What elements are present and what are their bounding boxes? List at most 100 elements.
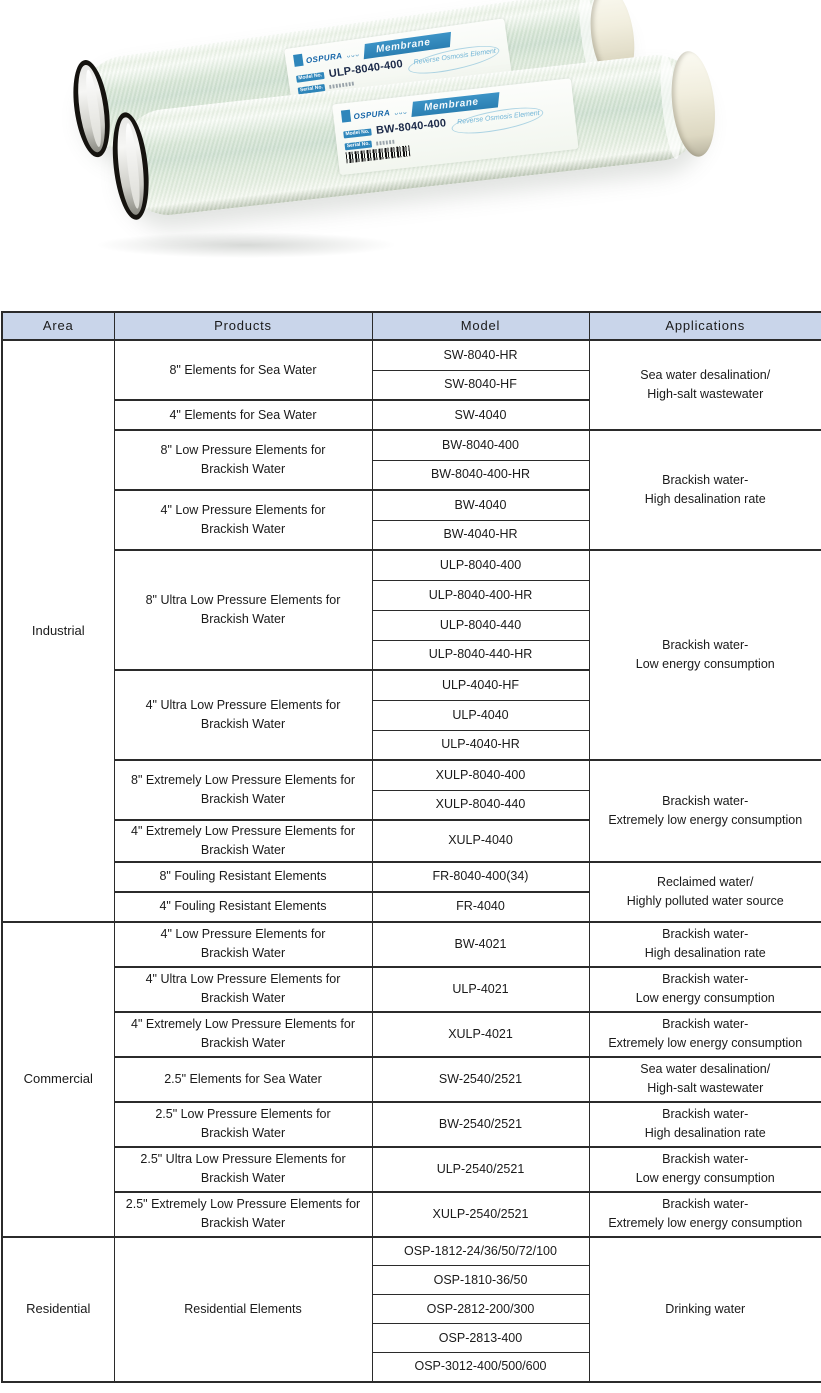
product-cell: 4" Low Pressure Elements for Brackish Wa…: [113, 920, 373, 967]
model-cell: ULP-8040-440-HR: [371, 639, 590, 671]
application-cell: Brackish water- Low energy consumption: [588, 549, 821, 761]
model-cell: OSP-2813-400: [371, 1323, 590, 1353]
product-table: Area Products Model Applications Industrial…: [1, 311, 821, 1383]
application-cell: Brackish water- Low energy consumption: [588, 1145, 821, 1192]
model-cell: ULP-2540/2521: [371, 1145, 590, 1192]
table-row: ULP-4040: [2, 699, 821, 731]
model-cell: BW-4040: [371, 489, 590, 521]
model-cell: OSP-2812-200/300: [371, 1294, 590, 1324]
table-row: 8" Low Pressure Elements for Brackish Wa…: [2, 429, 821, 551]
application-cell: Sea water desalination/ High-salt wastew…: [588, 1055, 821, 1102]
model-cell: OSP-1810-36/50: [371, 1265, 590, 1295]
table-row: 2.5" Ultra Low Pressure Elements for Bra…: [2, 1145, 821, 1192]
product-cell: 2.5" Extremely Low Pressure Elements for…: [113, 1190, 373, 1237]
table-row: 8" Extremely Low Pressure Elements for B…: [2, 759, 821, 862]
table-row: 4" Fouling Resistant Elements FR-4040: [2, 890, 821, 922]
brand-mark: ᴗᴗᴗ: [346, 51, 361, 60]
table-header-row: Area Products Model Applications: [1, 311, 821, 341]
product-cell: 8" Elements for Sea Water: [113, 339, 373, 401]
column-header-model: Model: [371, 311, 590, 341]
table-row: Commercial 4" Low Pressure Elements for B…: [1, 920, 821, 1237]
model-cell: SW-8040-HF: [371, 369, 590, 401]
product-cell: 8" Extremely Low Pressure Elements for B…: [113, 759, 373, 821]
model-cell: SW-2540/2521: [371, 1055, 590, 1102]
model-cell: SW-8040-HR: [371, 339, 590, 371]
column-header-applications: Applications: [588, 311, 821, 341]
model-cell: BW-4021: [371, 920, 590, 967]
table-row: Industrial 8" Elements for Sea Water SW-80…: [1, 339, 821, 922]
end-cap-seal: [107, 110, 154, 222]
table-row: 2.5" Extremely Low Pressure Elements for…: [2, 1190, 821, 1237]
application-cell: Brackish water- Low energy consumption: [588, 965, 821, 1012]
model-cell: ULP-8040-440: [371, 609, 590, 641]
table-row: BW-4040-HR: [2, 519, 821, 551]
brand-name: OSPURA: [353, 108, 391, 122]
application-cell: Drinking water: [588, 1235, 821, 1382]
column-header-area: Area: [1, 311, 115, 341]
area-cell-residential: Residential: [1, 1235, 115, 1382]
table-row: 2.5" Elements for Sea Water SW-2540/2521 S…: [2, 1055, 821, 1102]
model-cell: ULP-4021: [371, 965, 590, 1012]
model-cell: OSP-3012-400/500/600: [371, 1352, 590, 1382]
brand-logo-icon: [293, 53, 304, 67]
serial-number-text: ▮▮▮▮▮▮: [375, 138, 396, 147]
table-row: ULP-8040-400-HR: [2, 579, 821, 611]
table-row: 4" Ultra Low Pressure Elements for Brack…: [2, 965, 821, 1012]
product-cell: 4" Extremely Low Pressure Elements for B…: [113, 1010, 373, 1057]
model-cell: BW-8040-400-HR: [371, 459, 590, 491]
membrane-label: OSPURA ᴗᴗᴗ Membrane Model No. BW-8040-40…: [332, 78, 579, 176]
product-cell: 4" Ultra Low Pressure Elements for Brack…: [113, 965, 373, 1012]
model-cell: BW-2540/2521: [371, 1100, 590, 1147]
model-cell: XULP-8040-440: [371, 789, 590, 821]
product-cell: 2.5" Elements for Sea Water: [113, 1055, 373, 1102]
product-photo: OSPURA ᴗᴗᴗ Membrane Model No. ULP-8040-4…: [0, 0, 821, 303]
table-row: XULP-8040-440: [2, 789, 821, 821]
brand-logo-icon: [340, 109, 352, 123]
model-cell: SW-4040: [371, 399, 590, 431]
model-cell: ULP-8040-400-HR: [371, 579, 590, 611]
table-row: BW-8040-400-HR: [2, 459, 821, 491]
table-row: 8" Ultra Low Pressure Elements for Brack…: [2, 549, 821, 761]
model-cell: BW-4040-HR: [371, 519, 590, 551]
table-row: ULP-8040-440: [2, 609, 821, 641]
table-row: 4" Elements for Sea Water SW-4040: [2, 399, 821, 431]
table-row: ULP-8040-440-HR: [2, 639, 821, 671]
application-cell: Brackish water- High desalination rate: [588, 920, 821, 967]
end-cap-seal: [67, 57, 116, 160]
column-header-products: Products: [113, 311, 373, 341]
table-row: Residential Residential Elements OSP-1812-…: [1, 1235, 821, 1382]
floor-shadow: [96, 232, 396, 258]
model-cell: BW-8040-400: [371, 429, 590, 461]
table-row: SW-8040-HF: [2, 369, 821, 401]
application-cell: Brackish water- High desalination rate: [588, 1100, 821, 1147]
model-cell: FR-4040: [371, 890, 590, 922]
brand-mark: ᴗᴗᴗ: [394, 109, 408, 117]
model-cell: XULP-8040-400: [371, 759, 590, 791]
application-cell: Sea water desalination/ High-salt wastew…: [588, 339, 821, 431]
table-row: 4" Extremely Low Pressure Elements for B…: [2, 1010, 821, 1057]
model-cell: XULP-2540/2521: [371, 1190, 590, 1237]
table-row: OSP-2812-200/300: [2, 1294, 821, 1324]
product-cell: 4" Elements for Sea Water: [113, 399, 373, 431]
product-cell: 4" Fouling Resistant Elements: [113, 890, 373, 922]
product-cell: 4" Ultra Low Pressure Elements for Brack…: [113, 669, 373, 761]
area-cell-commercial: Commercial: [1, 920, 115, 1237]
application-cell: Brackish water- Extremely low energy con…: [588, 1010, 821, 1057]
application-cell: Brackish water- High desalination rate: [588, 429, 821, 551]
model-cell: ULP-4040-HR: [371, 729, 590, 761]
table-row: 2.5" Low Pressure Elements for Brackish …: [2, 1100, 821, 1147]
model-cell: OSP-1812-24/36/50/72/100: [371, 1235, 590, 1266]
model-no-label: Model No.: [343, 128, 372, 139]
product-cell: 4" Extremely Low Pressure Elements for B…: [113, 819, 373, 862]
model-no-label: Model No.: [295, 71, 325, 83]
area-cell-industrial: Industrial: [1, 339, 115, 922]
product-cell: 8" Ultra Low Pressure Elements for Brack…: [113, 549, 373, 671]
product-cell: 8" Low Pressure Elements for Brackish Wa…: [113, 429, 373, 491]
product-cell: 2.5" Low Pressure Elements for Brackish …: [113, 1100, 373, 1147]
application-cell: Brackish water- Extremely low energy con…: [588, 1190, 821, 1237]
table-row: OSP-3012-400/500/600: [2, 1352, 821, 1382]
application-cell: Reclaimed water/ Highly polluted water s…: [588, 860, 821, 922]
brand-name: OSPURA: [305, 51, 343, 66]
model-cell: ULP-4040: [371, 699, 590, 731]
